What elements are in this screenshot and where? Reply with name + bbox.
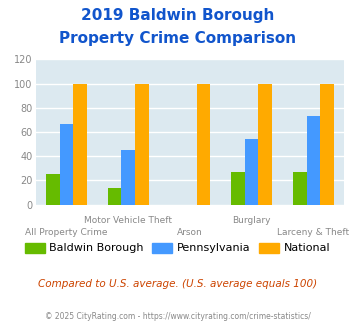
Legend: Baldwin Borough, Pennsylvania, National: Baldwin Borough, Pennsylvania, National bbox=[20, 238, 335, 258]
Text: Larceny & Theft: Larceny & Theft bbox=[277, 228, 350, 237]
Text: Motor Vehicle Theft: Motor Vehicle Theft bbox=[84, 216, 172, 225]
Bar bbox=[108, 188, 121, 205]
Text: © 2025 CityRating.com - https://www.cityrating.com/crime-statistics/: © 2025 CityRating.com - https://www.city… bbox=[45, 312, 310, 321]
Text: Burglary: Burglary bbox=[233, 216, 271, 225]
Bar bbox=[231, 172, 245, 205]
Bar bbox=[60, 123, 73, 205]
Bar bbox=[293, 172, 307, 205]
Bar bbox=[258, 83, 272, 205]
Text: 2019 Baldwin Borough: 2019 Baldwin Borough bbox=[81, 8, 274, 23]
Bar bbox=[135, 83, 148, 205]
Bar bbox=[197, 83, 210, 205]
Text: Property Crime Comparison: Property Crime Comparison bbox=[59, 31, 296, 46]
Bar bbox=[121, 150, 135, 205]
Bar bbox=[307, 116, 320, 205]
Text: Arson: Arson bbox=[177, 228, 203, 237]
Text: All Property Crime: All Property Crime bbox=[25, 228, 108, 237]
Text: Compared to U.S. average. (U.S. average equals 100): Compared to U.S. average. (U.S. average … bbox=[38, 279, 317, 289]
Bar bbox=[245, 139, 258, 205]
Bar bbox=[320, 83, 334, 205]
Bar bbox=[46, 174, 60, 205]
Bar bbox=[73, 83, 87, 205]
